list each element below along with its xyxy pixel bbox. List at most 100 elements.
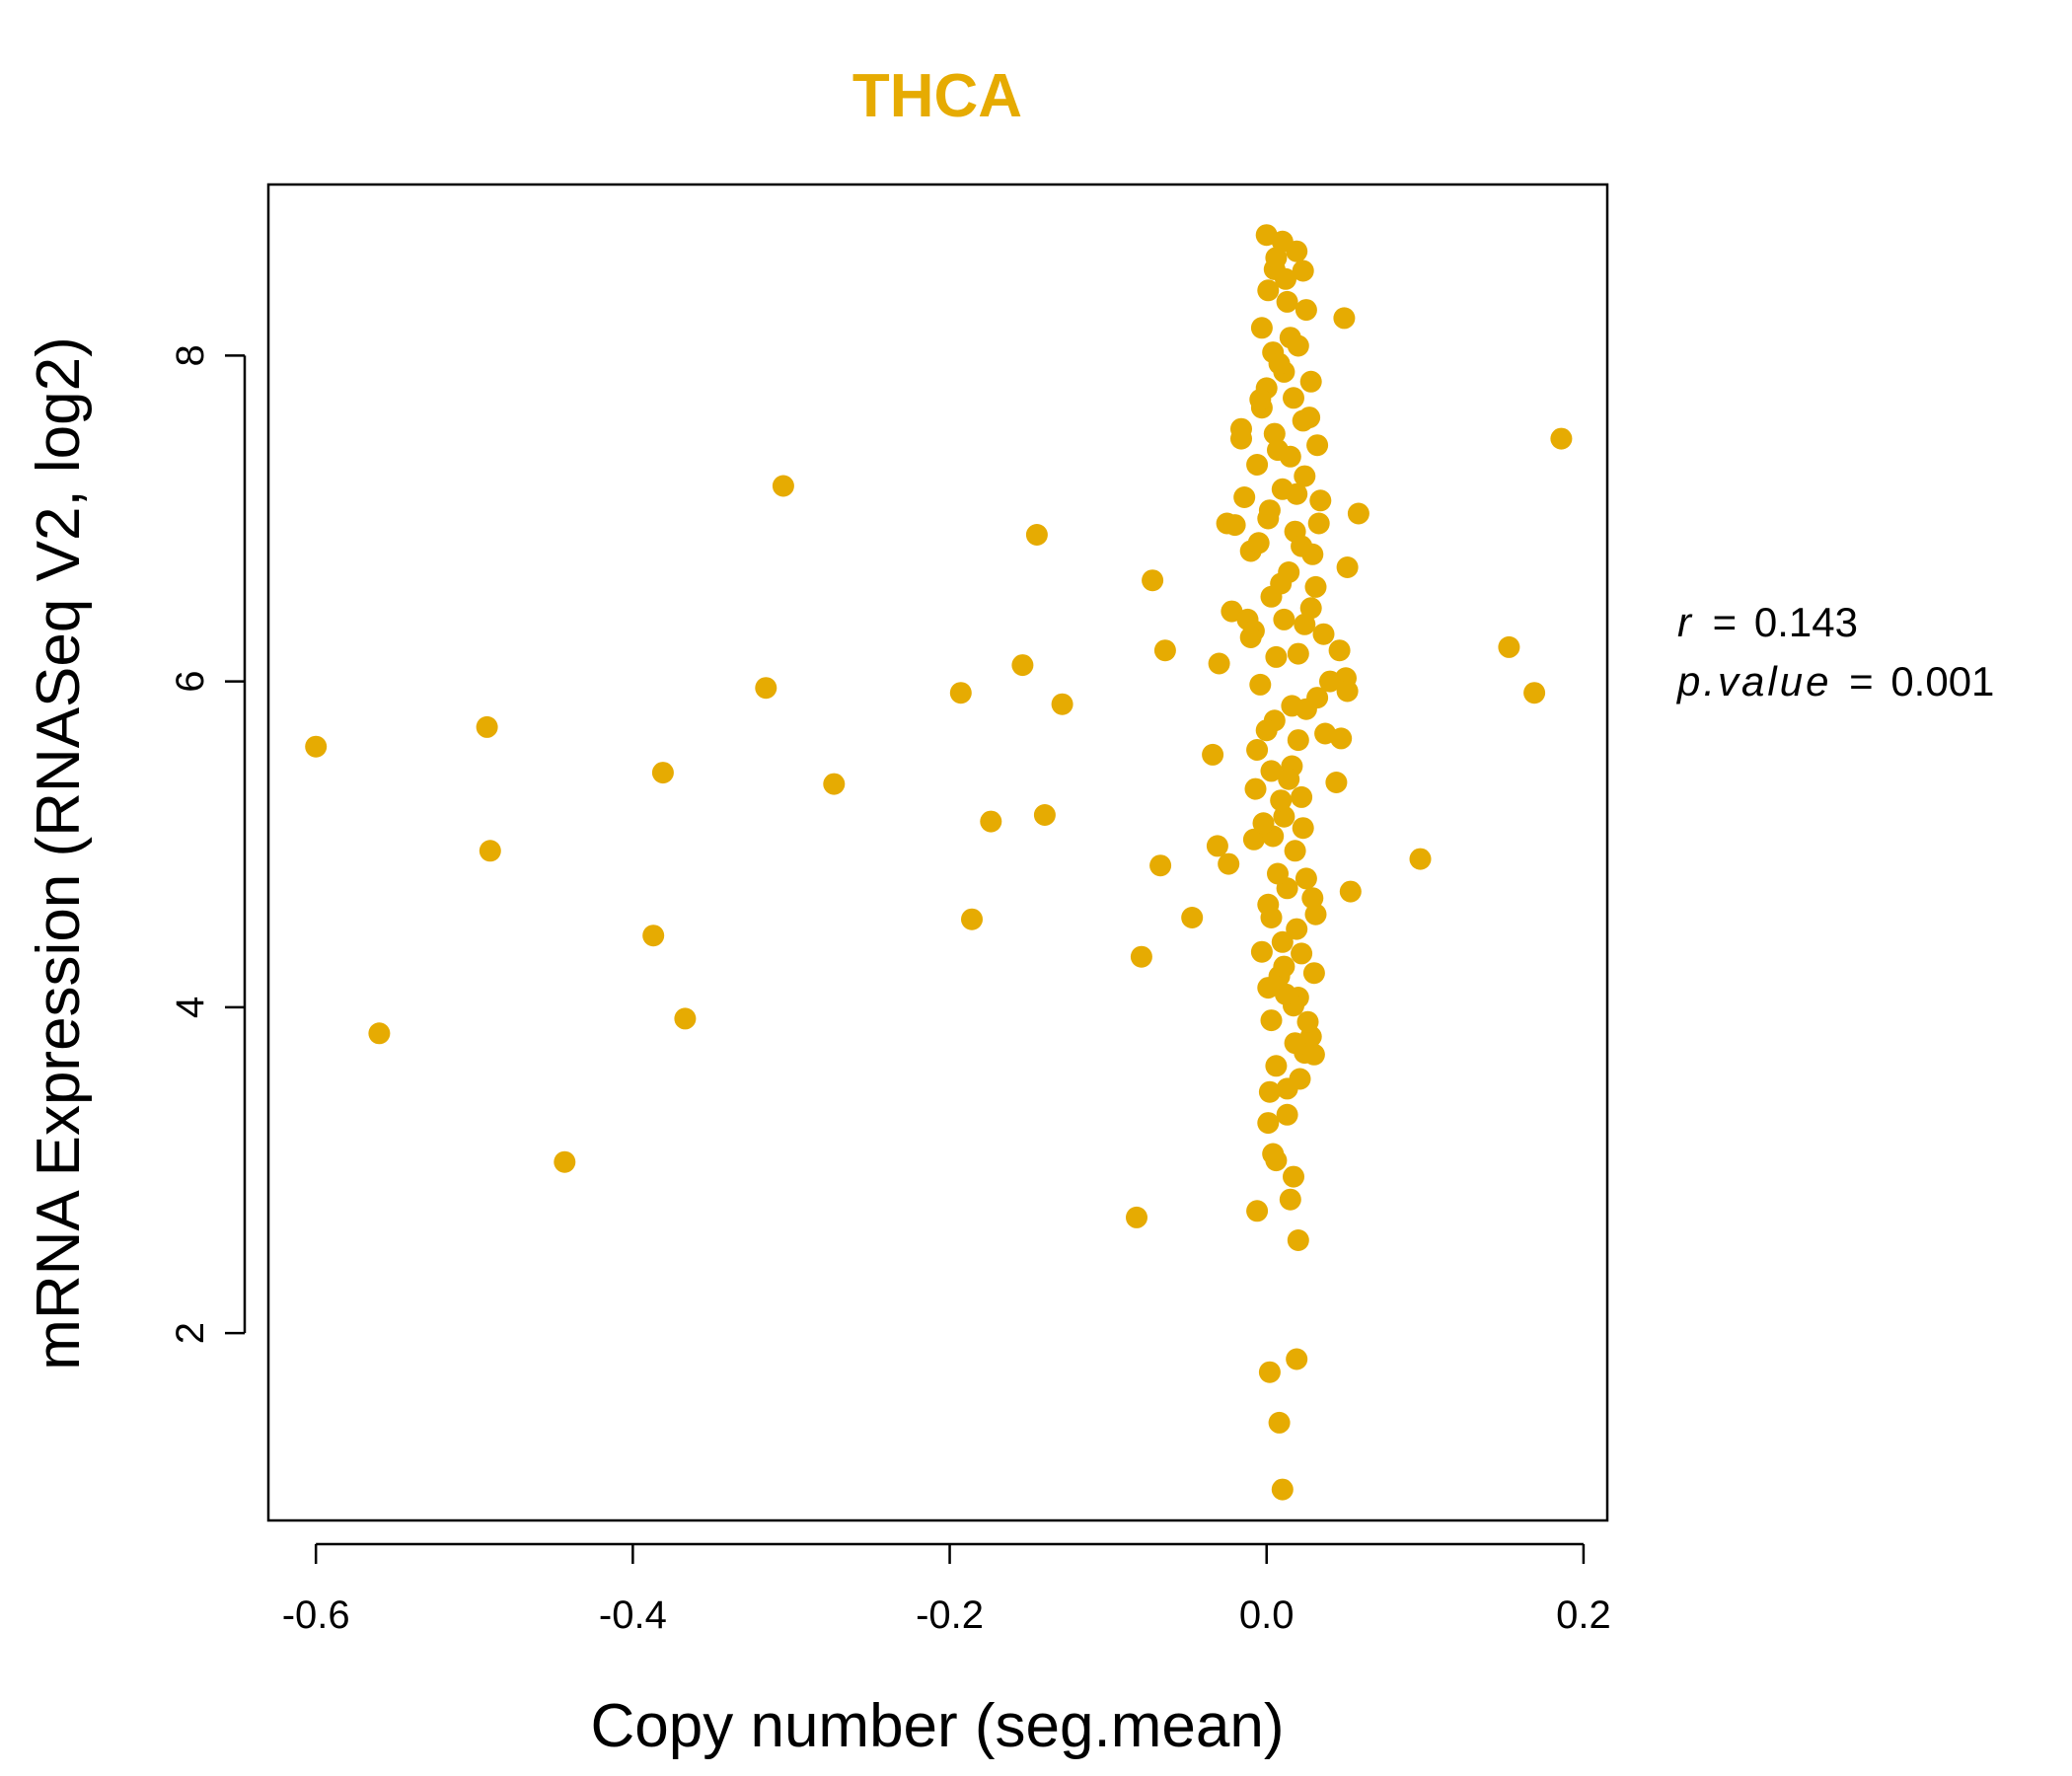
data-point-78 bbox=[1325, 772, 1348, 793]
y-axis-label: mRNA Expression (RNASeq V2, log2) bbox=[25, 336, 93, 1370]
p-value: 0.001 bbox=[1890, 658, 1994, 704]
data-point-59 bbox=[1302, 962, 1325, 985]
data-point-53 bbox=[1296, 1010, 1319, 1033]
data-point-65 bbox=[1301, 887, 1324, 910]
data-point-130 bbox=[1295, 299, 1317, 322]
data-point-39 bbox=[1286, 1348, 1308, 1370]
data-point-117 bbox=[1306, 434, 1329, 457]
data-point-66 bbox=[1339, 880, 1362, 903]
data-point-42 bbox=[1283, 1165, 1304, 1188]
data-point-8 bbox=[755, 677, 777, 700]
data-point-54 bbox=[1260, 1009, 1283, 1032]
data-point-158 bbox=[1273, 955, 1295, 978]
data-point-75 bbox=[1291, 785, 1313, 808]
data-point-25 bbox=[1208, 652, 1230, 675]
data-point-96 bbox=[1287, 642, 1309, 665]
data-point-161 bbox=[1276, 1077, 1298, 1100]
data-point-51 bbox=[1302, 1043, 1325, 1066]
data-point-17 bbox=[1051, 693, 1073, 715]
data-point-18 bbox=[1126, 1206, 1147, 1228]
x-tick-label-2: -0.2 bbox=[916, 1593, 984, 1637]
data-point-6 bbox=[651, 762, 674, 784]
data-point-1 bbox=[368, 1022, 391, 1045]
data-point-31 bbox=[1233, 486, 1256, 508]
data-point-93 bbox=[1523, 682, 1546, 704]
data-point-156 bbox=[1267, 862, 1289, 885]
data-point-159 bbox=[1257, 977, 1280, 999]
data-point-68 bbox=[1295, 867, 1317, 890]
data-point-133 bbox=[1257, 279, 1280, 302]
data-point-109 bbox=[1347, 502, 1369, 525]
data-point-98 bbox=[1273, 608, 1295, 630]
data-point-81 bbox=[1246, 739, 1269, 761]
x-axis-label: Copy number (seg.mean) bbox=[591, 1692, 1285, 1760]
data-point-21 bbox=[1149, 854, 1172, 877]
data-point-64 bbox=[1304, 903, 1327, 925]
correlation-stat: r = 0.143 bbox=[1677, 599, 1858, 645]
data-point-95 bbox=[1312, 623, 1335, 645]
data-point-147 bbox=[1257, 507, 1280, 530]
data-point-16 bbox=[1033, 804, 1056, 826]
data-point-27 bbox=[1218, 852, 1240, 875]
plot-frame bbox=[266, 183, 1609, 1522]
y-tick-label-2: 6 bbox=[169, 670, 212, 692]
data-point-160 bbox=[1284, 1032, 1306, 1055]
data-point-104 bbox=[1336, 556, 1359, 578]
data-point-70 bbox=[1284, 840, 1306, 862]
data-point-99 bbox=[1299, 597, 1322, 620]
data-point-40 bbox=[1287, 1229, 1309, 1251]
data-point-57 bbox=[1275, 983, 1296, 1005]
data-point-151 bbox=[1265, 645, 1288, 668]
data-point-122 bbox=[1283, 387, 1304, 409]
data-point-4 bbox=[554, 1150, 576, 1173]
data-point-0 bbox=[305, 735, 328, 758]
data-point-155 bbox=[1292, 817, 1314, 840]
data-point-76 bbox=[1252, 812, 1275, 835]
data-point-62 bbox=[1250, 940, 1273, 963]
data-point-60 bbox=[1271, 930, 1294, 953]
data-point-19 bbox=[1130, 945, 1152, 968]
data-point-91 bbox=[1319, 670, 1341, 693]
data-points bbox=[305, 224, 1573, 1501]
x-tick-label-0: -0.6 bbox=[282, 1593, 350, 1637]
r-value: 0.143 bbox=[1754, 599, 1858, 645]
data-point-44 bbox=[1262, 1143, 1285, 1165]
data-point-82 bbox=[1287, 729, 1309, 752]
data-point-152 bbox=[1281, 695, 1303, 717]
data-point-119 bbox=[1263, 422, 1286, 445]
data-point-73 bbox=[1273, 805, 1295, 828]
y-tick-label-3: 8 bbox=[169, 344, 212, 366]
data-point-23 bbox=[1181, 907, 1204, 928]
data-point-135 bbox=[1292, 259, 1314, 282]
data-point-90 bbox=[1249, 673, 1272, 696]
y-tick-label-1: 4 bbox=[169, 997, 212, 1018]
data-point-74 bbox=[1244, 777, 1267, 800]
p-label: p.value bbox=[1675, 658, 1831, 704]
y-axis: 2 4 6 8 bbox=[169, 344, 247, 1344]
data-point-142 bbox=[1268, 352, 1291, 375]
data-point-94 bbox=[1328, 639, 1351, 662]
data-point-106 bbox=[1247, 532, 1270, 555]
data-point-12 bbox=[961, 908, 983, 930]
data-point-123 bbox=[1550, 427, 1573, 450]
data-point-139 bbox=[1265, 247, 1288, 269]
data-point-102 bbox=[1239, 627, 1262, 648]
data-point-89 bbox=[1336, 680, 1359, 703]
data-point-77 bbox=[1270, 789, 1293, 812]
data-point-108 bbox=[1307, 512, 1330, 535]
data-point-14 bbox=[1011, 654, 1034, 677]
data-point-79 bbox=[1260, 760, 1283, 782]
data-point-24 bbox=[1202, 743, 1224, 766]
data-point-69 bbox=[1257, 893, 1280, 916]
x-tick-label-4: 0.2 bbox=[1556, 1593, 1611, 1637]
data-point-132 bbox=[1333, 307, 1356, 330]
data-point-37 bbox=[1268, 1411, 1291, 1434]
data-point-149 bbox=[1270, 572, 1293, 595]
data-point-143 bbox=[1249, 389, 1272, 410]
data-point-138 bbox=[1255, 224, 1278, 247]
data-point-46 bbox=[1258, 1080, 1281, 1103]
data-point-153 bbox=[1255, 719, 1278, 742]
data-point-131 bbox=[1276, 290, 1298, 313]
r-label: r bbox=[1677, 599, 1693, 645]
data-point-148 bbox=[1291, 535, 1313, 557]
